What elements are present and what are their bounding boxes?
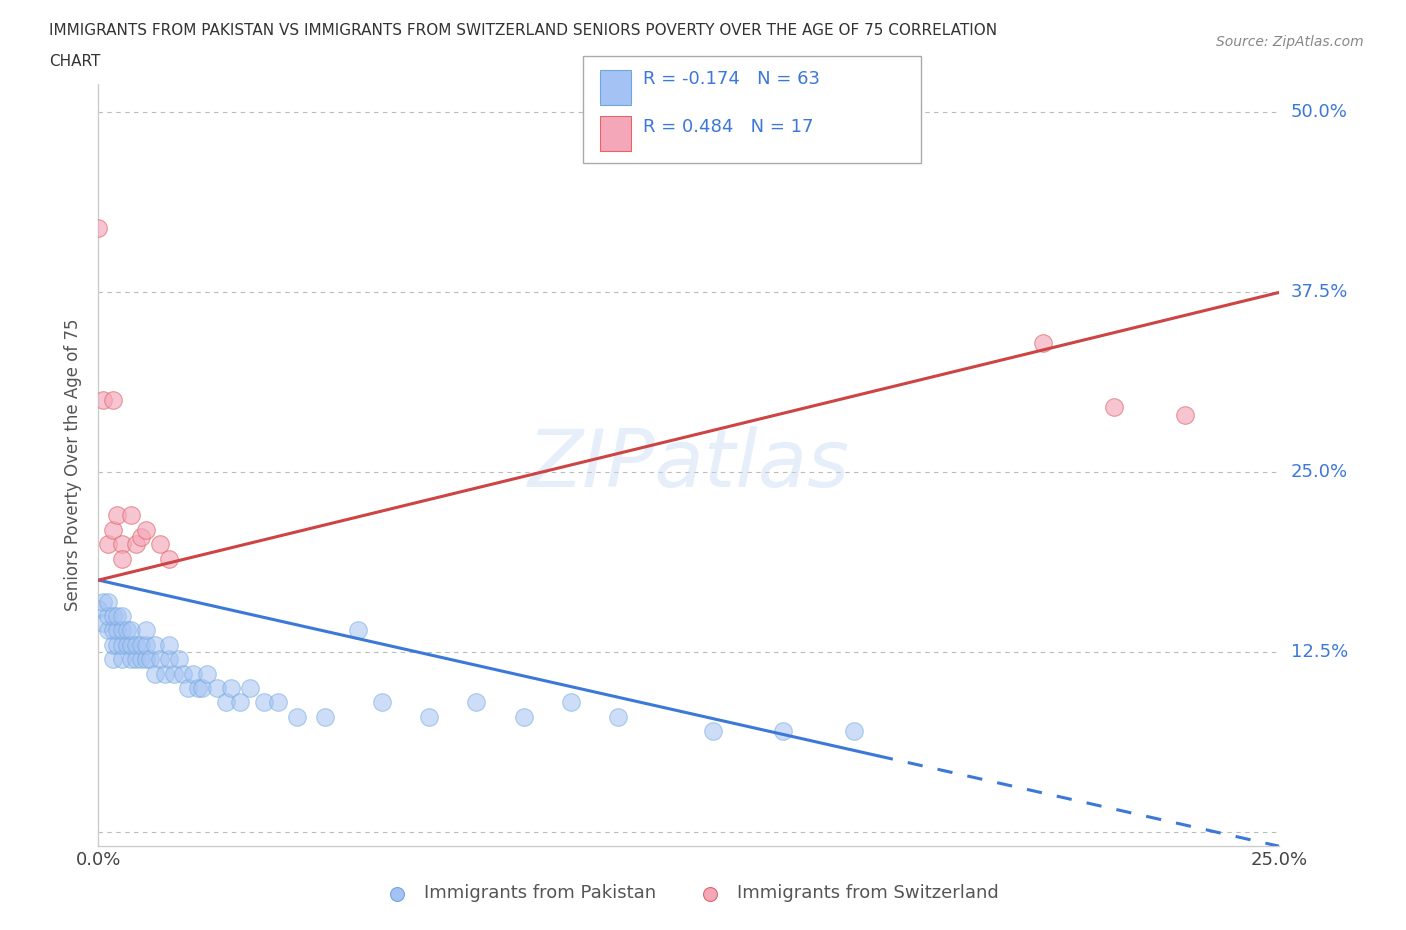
Text: Source: ZipAtlas.com: Source: ZipAtlas.com (1216, 35, 1364, 49)
Point (129, 529, 152, 544)
Point (177, 681, 200, 696)
Point (111, 623, 134, 638)
Text: 12.5%: 12.5% (1291, 643, 1348, 661)
Point (285, 710, 308, 724)
Point (157, 637, 180, 652)
Text: IMMIGRANTS FROM PAKISTAN VS IMMIGRANTS FROM SWITZERLAND SENIORS POVERTY OVER THE: IMMIGRANTS FROM PAKISTAN VS IMMIGRANTS F… (49, 23, 997, 38)
Point (125, 537, 148, 551)
Point (314, 710, 336, 724)
Point (371, 695, 394, 710)
Point (772, 724, 794, 738)
Point (229, 695, 252, 710)
Point (135, 652, 157, 667)
Point (139, 652, 162, 667)
Point (111, 537, 134, 551)
Point (167, 652, 190, 667)
Point (121, 637, 143, 652)
Point (143, 666, 166, 681)
Point (97, 608, 120, 623)
Point (1032, 335, 1054, 350)
Point (97, 623, 120, 638)
Point (111, 652, 134, 667)
Point (135, 637, 157, 652)
Y-axis label: Seniors Poverty Over the Age of 75: Seniors Poverty Over the Age of 75 (65, 319, 83, 611)
Point (129, 637, 152, 652)
Point (101, 652, 124, 667)
Point (560, 695, 582, 710)
Point (115, 623, 138, 638)
Text: ZIPatlas: ZIPatlas (527, 426, 851, 504)
Point (91, 392, 114, 407)
Point (205, 681, 228, 696)
Point (121, 508, 143, 523)
Point (111, 551, 134, 566)
Point (135, 523, 157, 538)
Point (105, 608, 128, 623)
Point (135, 623, 157, 638)
Point (97, 537, 120, 551)
Point (125, 637, 148, 652)
Point (91, 594, 114, 609)
Text: 25.0%: 25.0% (1291, 463, 1348, 481)
Point (512, 710, 534, 724)
Text: CHART: CHART (49, 54, 101, 69)
Point (465, 695, 488, 710)
Point (253, 695, 276, 710)
Point (347, 623, 370, 638)
Point (215, 695, 238, 710)
Point (101, 608, 124, 623)
Point (121, 652, 143, 667)
Point (129, 652, 152, 667)
Point (153, 666, 176, 681)
Point (149, 652, 172, 667)
Point (121, 623, 143, 638)
Point (101, 623, 124, 638)
Point (101, 637, 124, 652)
Point (101, 392, 124, 407)
Point (191, 681, 214, 696)
Point (101, 523, 124, 538)
Text: R = 0.484   N = 17: R = 0.484 N = 17 (643, 118, 813, 136)
Point (111, 637, 134, 652)
Point (239, 681, 262, 696)
Point (125, 652, 148, 667)
Point (195, 666, 218, 681)
Text: R = -0.174   N = 63: R = -0.174 N = 63 (643, 70, 820, 87)
Point (702, 724, 724, 738)
Point (607, 710, 630, 724)
Text: 37.5%: 37.5% (1291, 284, 1348, 301)
Point (1102, 400, 1125, 415)
Point (181, 666, 204, 681)
Point (91, 616, 114, 631)
Point (267, 695, 290, 710)
Point (111, 608, 134, 623)
Point (87, 220, 110, 235)
Point (143, 637, 166, 652)
Text: 50.0%: 50.0% (1291, 103, 1347, 122)
Point (105, 637, 128, 652)
Point (844, 724, 866, 738)
Point (163, 666, 186, 681)
Point (115, 637, 138, 652)
Point (87, 602, 110, 617)
Point (157, 652, 180, 667)
Point (105, 508, 128, 523)
Point (187, 681, 209, 696)
Point (105, 623, 128, 638)
Point (97, 594, 120, 609)
Legend: Immigrants from Pakistan, Immigrants from Switzerland: Immigrants from Pakistan, Immigrants fro… (371, 877, 1007, 910)
Point (1174, 407, 1197, 422)
Point (172, 666, 194, 681)
Point (157, 551, 180, 566)
Point (149, 537, 172, 551)
Point (418, 710, 440, 724)
Point (219, 681, 242, 696)
